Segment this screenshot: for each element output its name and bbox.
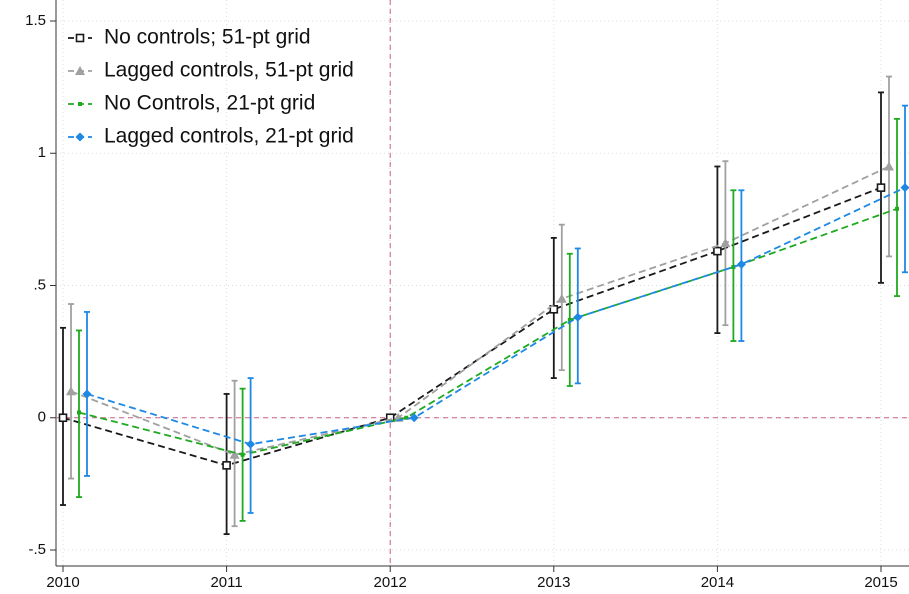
legend-label: No controls; 51-pt grid — [104, 26, 311, 49]
marker — [58, 413, 68, 423]
legend-marker — [75, 66, 85, 75]
marker — [720, 238, 731, 248]
legend-label: No Controls, 21-pt grid — [104, 92, 315, 115]
x-tick-label: 2013 — [537, 574, 570, 591]
marker — [713, 246, 722, 256]
marker — [409, 413, 419, 423]
marker — [573, 312, 583, 322]
legend-marker — [75, 33, 85, 43]
marker — [900, 183, 909, 193]
marker — [246, 439, 256, 449]
marker — [82, 389, 92, 399]
marker — [77, 410, 81, 415]
series-line — [78, 207, 898, 456]
marker — [222, 461, 231, 470]
marker — [229, 449, 240, 459]
marker — [556, 293, 567, 303]
series-line — [70, 165, 890, 456]
x-tick-label: 2015 — [864, 574, 897, 591]
marker — [404, 415, 409, 420]
series-line — [62, 186, 882, 467]
x-tick-label: 2014 — [701, 574, 734, 591]
y-tick-label: 0 — [38, 409, 46, 426]
marker — [66, 386, 76, 396]
marker — [731, 264, 736, 269]
marker — [240, 452, 245, 457]
y-tick-label: 1.5 — [25, 12, 46, 29]
x-tick-label: 2011 — [210, 574, 242, 591]
y-tick-label: 1 — [38, 144, 46, 161]
x-tick-label: 2012 — [374, 574, 407, 591]
legend-label: Lagged controls, 21-pt grid — [104, 125, 354, 148]
marker — [736, 259, 746, 269]
marker — [876, 183, 886, 192]
y-tick-label: .5 — [33, 276, 46, 293]
legend-label: Lagged controls, 51-pt grid — [104, 59, 354, 82]
marker — [567, 317, 572, 322]
marker — [884, 161, 894, 171]
series-line — [86, 186, 906, 446]
legend-marker — [75, 132, 85, 142]
legend: No controls; 51-pt grid Lagged controls, … — [68, 26, 354, 148]
marker — [895, 206, 899, 211]
y-tick-label: -.5 — [28, 541, 46, 558]
legend-marker — [78, 102, 82, 106]
x-tick-label: 2010 — [46, 574, 79, 591]
marker — [549, 305, 559, 314]
